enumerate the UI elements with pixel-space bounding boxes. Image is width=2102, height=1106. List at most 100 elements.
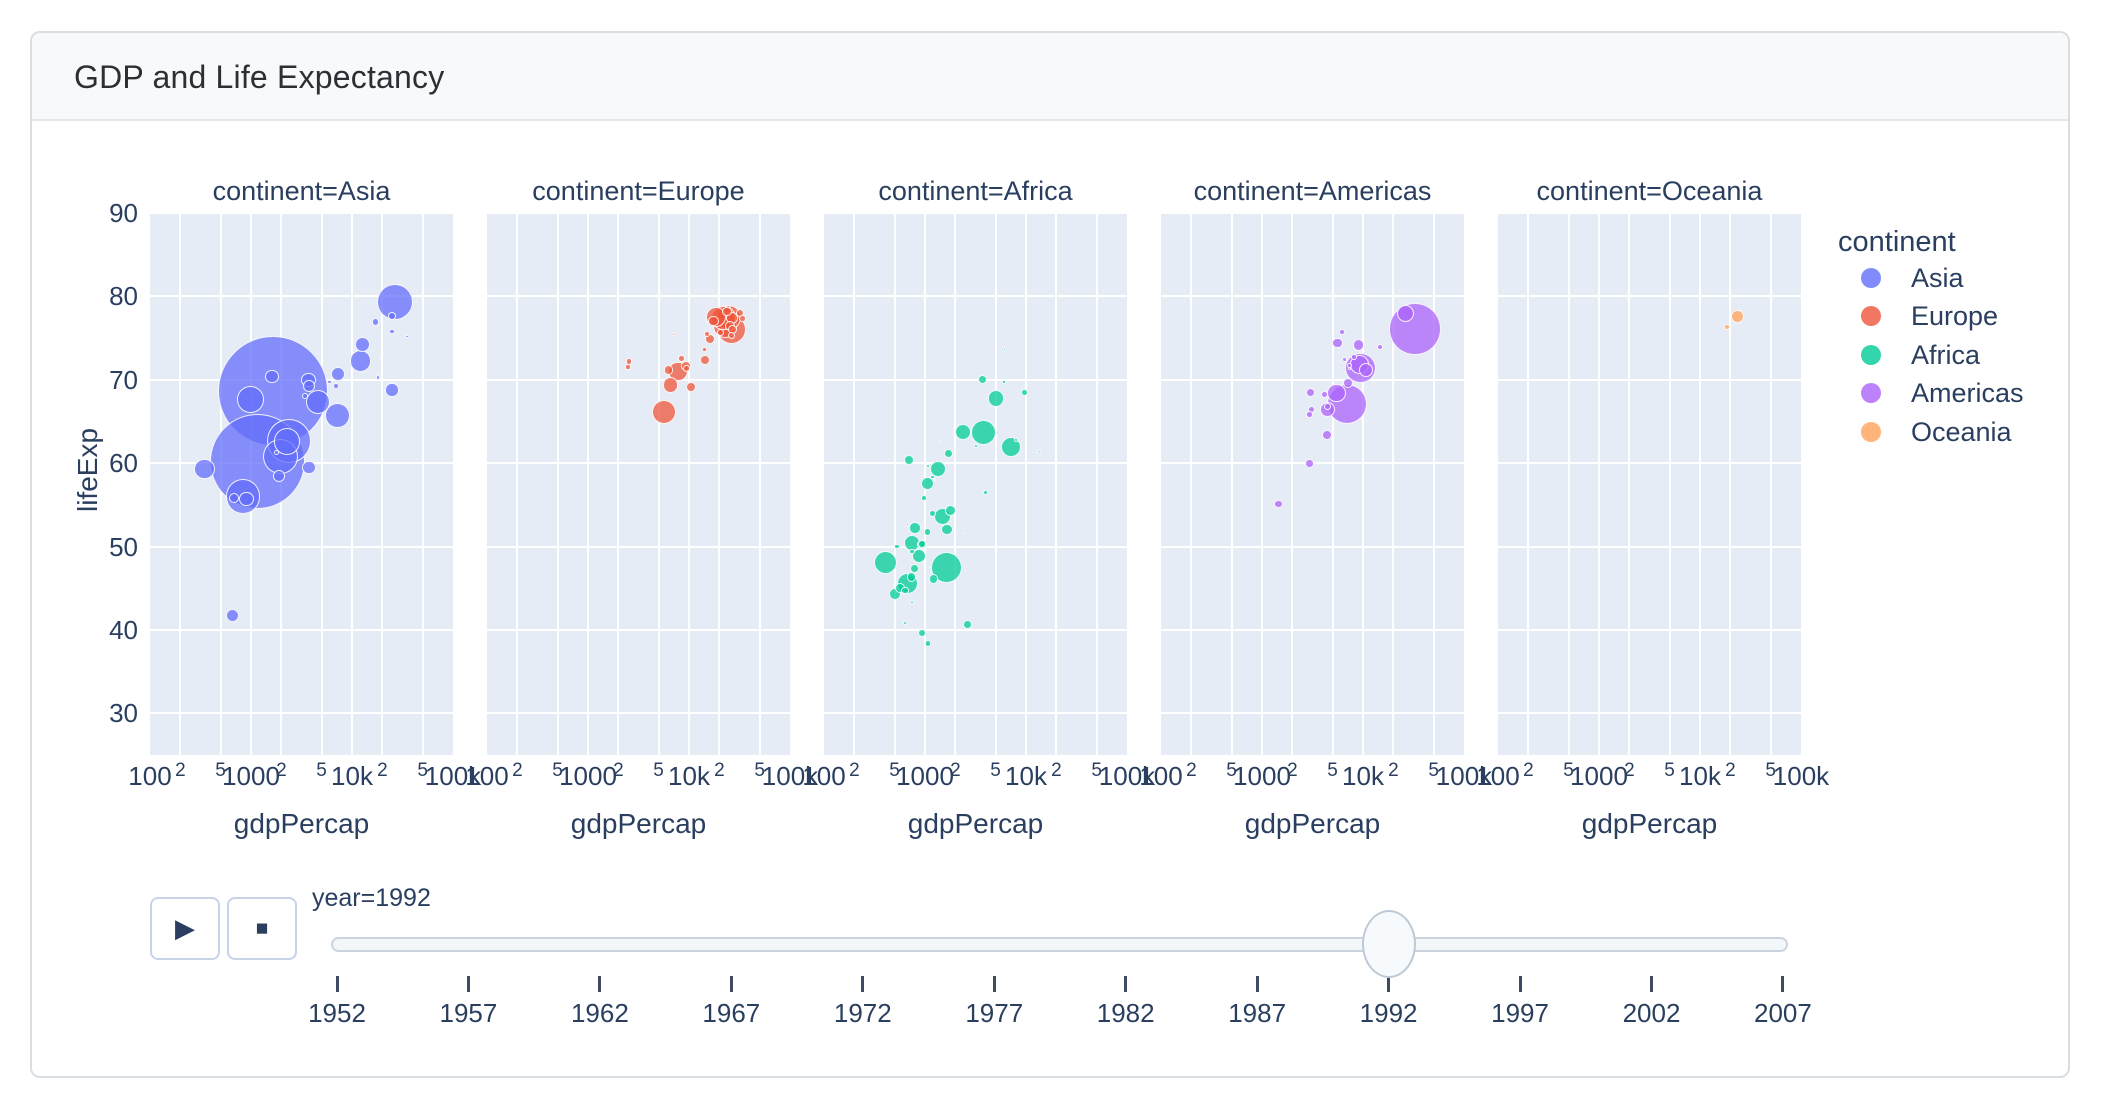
data-point-bubble[interactable] [1322, 430, 1333, 440]
data-point-bubble[interactable] [1347, 366, 1352, 371]
data-point-bubble[interactable] [1321, 391, 1329, 398]
data-point-bubble[interactable] [909, 563, 919, 573]
data-point-bubble[interactable] [194, 458, 215, 480]
data-point-bubble[interactable] [918, 539, 927, 548]
data-point-bubble[interactable] [1352, 339, 1365, 352]
data-point-bubble[interactable] [900, 586, 909, 595]
data-point-bubble[interactable] [984, 473, 988, 477]
data-point-bubble[interactable] [954, 423, 972, 441]
data-point-bubble[interactable] [929, 510, 937, 518]
data-point-bubble[interactable] [929, 566, 932, 568]
data-point-bubble[interactable] [1358, 362, 1374, 378]
data-point-bubble[interactable] [933, 479, 936, 482]
data-point-bubble[interactable] [893, 543, 900, 550]
data-point-bubble[interactable] [664, 365, 674, 375]
data-point-bubble[interactable] [704, 331, 711, 338]
data-point-bubble[interactable] [1323, 402, 1332, 411]
legend-item[interactable]: Europe [1850, 297, 2080, 335]
data-point-bubble[interactable] [705, 334, 716, 345]
legend-item[interactable]: Americas [1850, 374, 2080, 412]
data-point-bubble[interactable] [273, 450, 279, 455]
data-point-bubble[interactable] [404, 334, 409, 339]
data-point-bubble[interactable] [702, 347, 707, 352]
data-point-bubble[interactable] [1000, 437, 1021, 458]
data-point-bubble[interactable] [349, 350, 372, 372]
data-point-bubble[interactable] [272, 469, 285, 482]
data-point-bubble[interactable] [225, 609, 239, 623]
legend-item[interactable]: Africa [1850, 336, 2080, 374]
data-point-bubble[interactable] [332, 382, 339, 389]
data-point-bubble[interactable] [708, 315, 719, 327]
data-point-bubble[interactable] [1274, 499, 1283, 509]
data-point-bubble[interactable] [651, 399, 677, 425]
data-point-bubble[interactable] [941, 523, 953, 536]
data-point-bubble[interactable] [722, 306, 732, 317]
data-point-bubble[interactable] [920, 477, 934, 491]
data-point-bubble[interactable] [305, 390, 331, 415]
data-point-bubble[interactable] [739, 315, 746, 323]
data-point-bubble[interactable] [302, 380, 315, 392]
data-point-bubble[interactable] [940, 439, 943, 442]
data-point-bubble[interactable] [1037, 450, 1041, 454]
data-point-bubble[interactable] [902, 621, 908, 626]
data-point-bubble[interactable] [1306, 411, 1313, 418]
data-point-bubble[interactable] [1396, 304, 1415, 323]
data-point-bubble[interactable] [387, 312, 396, 321]
data-point-bubble[interactable] [917, 628, 926, 637]
data-point-bubble[interactable] [961, 532, 964, 535]
data-point-bubble[interactable] [925, 463, 931, 468]
data-point-bubble[interactable] [971, 420, 996, 445]
data-point-bubble[interactable] [924, 640, 932, 648]
data-point-bubble[interactable] [385, 383, 399, 397]
data-point-bubble[interactable] [379, 356, 382, 360]
data-point-bubble[interactable] [1305, 459, 1314, 468]
data-point-bubble[interactable] [1376, 344, 1383, 351]
data-point-bubble[interactable] [930, 552, 962, 584]
data-point-bubble[interactable] [907, 572, 917, 582]
data-point-bubble[interactable] [1338, 329, 1345, 335]
play-button[interactable]: ▶ [150, 897, 220, 960]
slider-track[interactable] [331, 937, 1788, 952]
data-point-bubble[interactable] [930, 474, 935, 480]
data-point-bubble[interactable] [1342, 356, 1348, 362]
data-point-bubble[interactable] [903, 454, 915, 466]
data-point-bubble[interactable] [325, 402, 351, 428]
data-point-bubble[interactable] [229, 493, 240, 504]
data-point-bubble[interactable] [375, 375, 381, 380]
legend-item[interactable]: Oceania [1850, 413, 2080, 451]
data-point-bubble[interactable] [1342, 377, 1354, 389]
data-point-bubble[interactable] [905, 522, 909, 527]
data-point-bubble[interactable] [302, 460, 316, 475]
data-point-bubble[interactable] [944, 504, 957, 517]
data-point-bubble[interactable] [873, 550, 898, 575]
data-point-bubble[interactable] [699, 354, 710, 365]
data-point-bubble[interactable] [377, 283, 414, 320]
data-point-bubble[interactable] [727, 331, 736, 339]
data-point-bubble[interactable] [1351, 353, 1357, 360]
data-point-bubble[interactable] [1723, 323, 1730, 330]
legend-item[interactable]: Asia [1850, 259, 2080, 297]
data-point-bubble[interactable] [388, 328, 395, 335]
slider-handle[interactable] [1361, 910, 1416, 978]
data-point-bubble[interactable] [1014, 438, 1018, 443]
data-point-bubble[interactable] [911, 549, 926, 564]
data-point-bubble[interactable] [683, 364, 691, 372]
data-point-bubble[interactable] [1003, 348, 1006, 351]
data-point-bubble[interactable] [1021, 389, 1028, 396]
data-point-bubble[interactable] [663, 377, 679, 393]
data-point-bubble[interactable] [923, 528, 932, 537]
data-point-bubble[interactable] [973, 444, 978, 449]
data-point-bubble[interactable] [331, 367, 345, 381]
stop-button[interactable]: ■ [227, 897, 297, 960]
data-point-bubble[interactable] [355, 336, 370, 352]
data-point-bubble[interactable] [372, 318, 380, 326]
data-point-bubble[interactable] [1306, 388, 1316, 398]
data-point-bubble[interactable] [1730, 309, 1745, 324]
data-point-bubble[interactable] [943, 449, 954, 459]
data-point-bubble[interactable] [239, 491, 254, 507]
data-point-bubble[interactable] [921, 494, 928, 502]
data-point-bubble[interactable] [983, 490, 989, 496]
data-point-bubble[interactable] [962, 619, 973, 630]
data-point-bubble[interactable] [728, 305, 731, 308]
data-point-bubble[interactable] [625, 363, 632, 370]
